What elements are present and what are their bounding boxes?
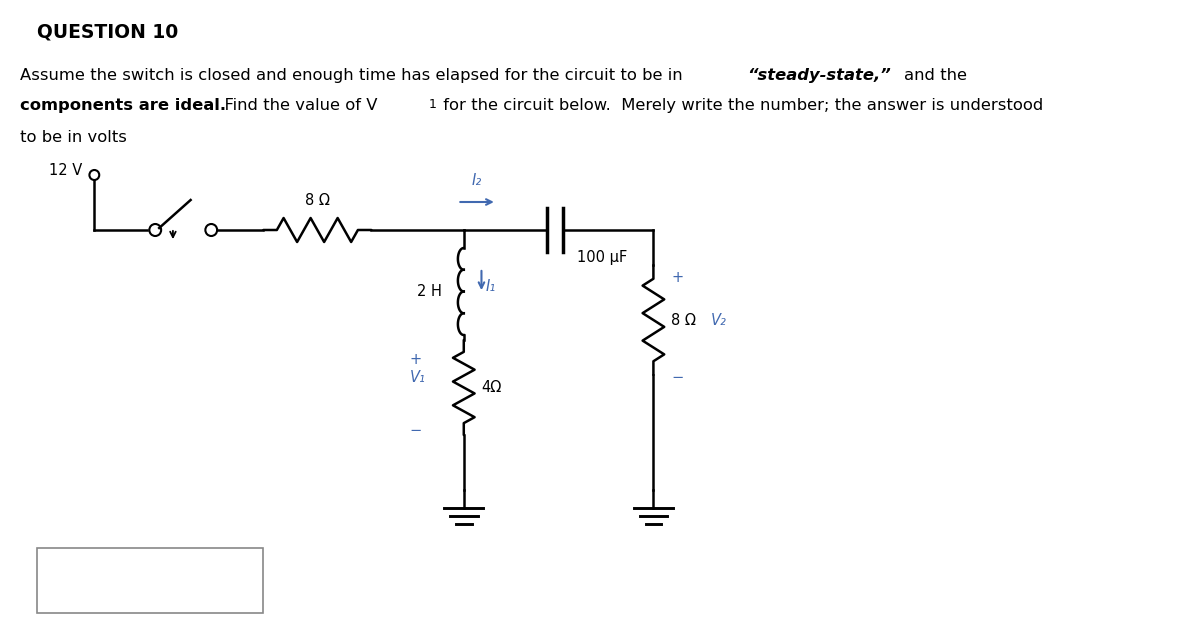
Text: 100 μF: 100 μF — [577, 250, 628, 265]
Text: and the: and the — [904, 68, 967, 83]
Text: −: − — [671, 370, 683, 385]
Text: components are ideal.: components are ideal. — [19, 98, 226, 113]
Text: Find the value of V: Find the value of V — [215, 98, 378, 113]
Text: 8 Ω: 8 Ω — [671, 313, 696, 327]
Text: Assume the switch is closed and enough time has elapsed for the circuit to be in: Assume the switch is closed and enough t… — [19, 68, 688, 83]
Text: 4Ω: 4Ω — [481, 380, 502, 395]
Bar — [37, 548, 263, 613]
Text: 12 V: 12 V — [49, 162, 83, 178]
Text: QUESTION 10: QUESTION 10 — [37, 22, 179, 41]
Text: V₂: V₂ — [710, 313, 726, 327]
Text: 2 H: 2 H — [418, 284, 442, 299]
Text: V₁: V₁ — [409, 370, 426, 385]
Text: 8 Ω: 8 Ω — [305, 193, 330, 208]
Text: for the circuit below.  Merely write the number; the answer is understood: for the circuit below. Merely write the … — [438, 98, 1044, 113]
Text: I₂: I₂ — [472, 173, 482, 188]
Text: I₁: I₁ — [485, 278, 496, 294]
Text: “steady-state,”: “steady-state,” — [746, 68, 890, 83]
Text: to be in volts: to be in volts — [19, 130, 126, 145]
Text: +: + — [409, 352, 422, 367]
Text: +: + — [671, 270, 683, 285]
Text: 1: 1 — [428, 98, 437, 111]
Text: −: − — [409, 423, 422, 438]
